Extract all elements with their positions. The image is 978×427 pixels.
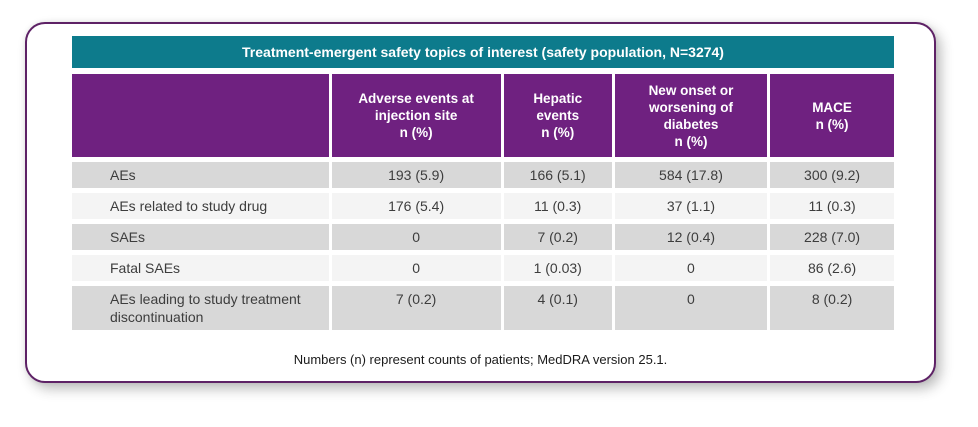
column-header-row-label — [72, 74, 329, 157]
table-cell: 176 (5.4) — [331, 193, 501, 219]
table-cell: 7 (0.2) — [503, 224, 612, 250]
column-header-label: Adverse events at injection site — [358, 91, 474, 123]
table-cell: 0 — [614, 255, 768, 281]
table-cell: 86 (2.6) — [770, 255, 894, 281]
table-cell: 228 (7.0) — [770, 224, 894, 250]
table-cell: 1 (0.03) — [503, 255, 612, 281]
column-header-unit: n (%) — [815, 116, 849, 132]
table-cell: 4 (0.1) — [503, 286, 612, 330]
column-header-unit: n (%) — [674, 133, 708, 149]
table-cell: 0 — [614, 286, 768, 330]
table-title-bar: Treatment-emergent safety topics of inte… — [72, 36, 894, 68]
column-header-unit: n (%) — [541, 125, 575, 140]
column-header-injection-site: Adverse events at injection site n (%) — [331, 74, 501, 157]
row-label-aes-related: AEs related to study drug — [72, 193, 329, 219]
table-cell: 37 (1.1) — [614, 193, 768, 219]
table-cell: 193 (5.9) — [331, 162, 501, 188]
column-header-mace: MACE n (%) — [770, 74, 894, 157]
table-cell: 8 (0.2) — [770, 286, 894, 330]
row-label-aes-discontinuation: AEs leading to study treatment discontin… — [72, 286, 329, 330]
table-cell: 12 (0.4) — [614, 224, 768, 250]
table-cell: 0 — [331, 255, 501, 281]
table-cell: 584 (17.8) — [614, 162, 768, 188]
column-header-unit: n (%) — [399, 125, 433, 140]
table-cell: 300 (9.2) — [770, 162, 894, 188]
table-cell: 166 (5.1) — [503, 162, 612, 188]
row-label-aes: AEs — [72, 162, 329, 188]
safety-table-card: Treatment-emergent safety topics of inte… — [25, 22, 936, 383]
footnote: Numbers (n) represent counts of patients… — [293, 352, 668, 367]
row-label-fatal-saes: Fatal SAEs — [72, 255, 329, 281]
table-cell: 0 — [331, 224, 501, 250]
table-cell: 7 (0.2) — [331, 286, 501, 330]
column-header-label: MACE — [812, 99, 852, 115]
column-header-label: Hepatic events — [533, 91, 583, 123]
table-cell: 11 (0.3) — [503, 193, 612, 219]
safety-table: Adverse events at injection site n (%) H… — [72, 74, 894, 330]
table-cell: 11 (0.3) — [770, 193, 894, 219]
column-header-diabetes: New onset or worsening of diabetes n (%) — [614, 74, 768, 157]
column-header-hepatic-events: Hepatic events n (%) — [503, 74, 612, 157]
column-header-label: New onset or worsening of diabetes — [648, 82, 734, 132]
row-label-saes: SAEs — [72, 224, 329, 250]
